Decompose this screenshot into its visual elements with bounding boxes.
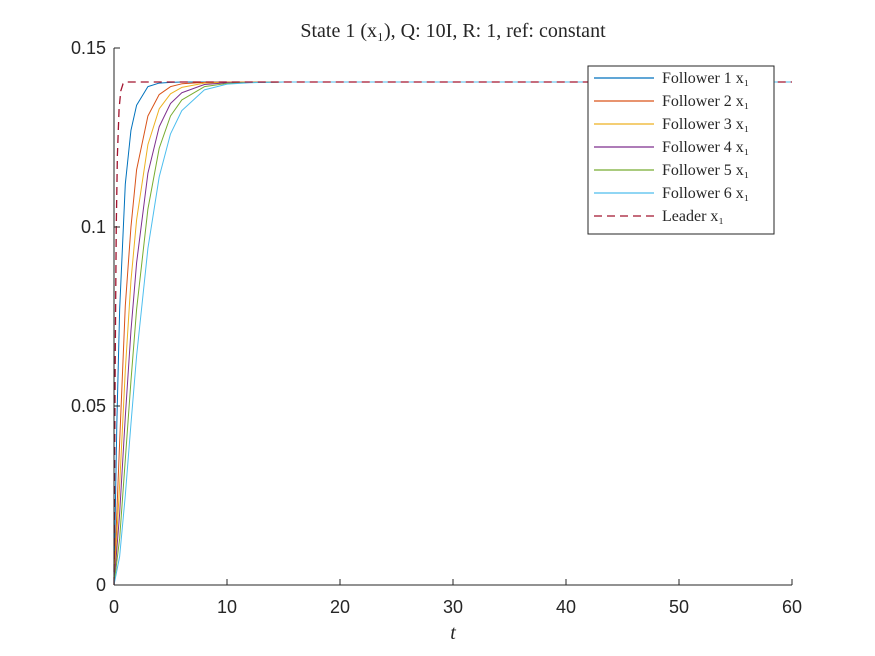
- y-tick-label: 0: [96, 575, 106, 595]
- x-tick-label: 10: [217, 597, 237, 617]
- legend-label-1: Follower 1 x₁: [662, 70, 749, 87]
- y-tick-label: 0.15: [71, 38, 106, 58]
- legend-label-6: Follower 6 x₁: [662, 185, 749, 202]
- legend-items: Follower 1 x₁ Follower 2 x₁ Follower 3 x₁ F…: [594, 70, 749, 225]
- series-line-4: [113, 81, 792, 586]
- y-ticks: 0 0.05 0.1 0.15: [71, 38, 120, 595]
- chart-title: State 1 (x₁), Q: 10I, R: 1, ref: constan…: [300, 20, 606, 42]
- legend-box: [587, 65, 775, 235]
- legend-label-7: Leader x₁: [662, 208, 724, 225]
- y-tick-label: 0.05: [71, 396, 106, 416]
- x-tick-label: 20: [330, 597, 350, 617]
- x-tick-label: 0: [109, 597, 119, 617]
- legend: Follower 1 x₁ Follower 2 x₁ Follower 3 x₁ F…: [587, 65, 775, 235]
- x-tick-label: 40: [556, 597, 576, 617]
- series-line-7: [113, 81, 792, 586]
- x-tick-label: 60: [782, 597, 802, 617]
- series-line-6: [113, 81, 792, 586]
- legend-label-3: Follower 3 x₁: [662, 116, 749, 133]
- legend-label-5: Follower 5 x₁: [662, 162, 749, 179]
- x-axis-label: t: [450, 622, 456, 644]
- x-tick-label: 30: [443, 597, 463, 617]
- legend-label-2: Follower 2 x₁: [662, 93, 749, 110]
- y-tick-label: 0.1: [81, 217, 106, 237]
- x-tick-label: 50: [669, 597, 689, 617]
- legend-label-4: Follower 4 x₁: [662, 139, 749, 156]
- series-layer: [113, 81, 792, 586]
- x-ticks: 0 10 20 30 40 50 60: [109, 579, 802, 617]
